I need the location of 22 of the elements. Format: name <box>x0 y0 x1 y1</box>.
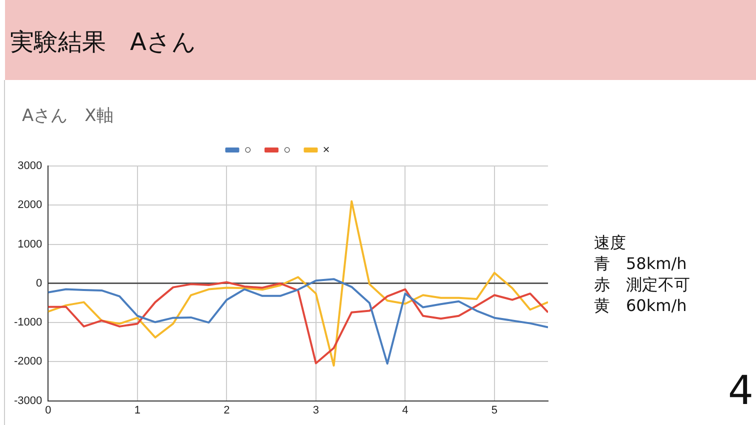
x-tick-label: 5 <box>491 404 498 416</box>
text: 赤 測定不可 <box>594 274 690 295</box>
chart-title: 実験結果 Aさん <box>10 27 196 58</box>
y-tick-label: -2000 <box>14 356 42 368</box>
chart-subtitle: Aさん X軸 <box>22 105 114 127</box>
legend-label: ○ <box>283 142 291 156</box>
x-tick-label: 3 <box>312 404 319 416</box>
y-tick-label: 3000 <box>18 160 42 172</box>
y-tick-label: 2000 <box>18 199 42 212</box>
text: 速度 <box>594 232 627 253</box>
y-tick-label: 0 <box>36 277 42 290</box>
text: 黄 60km/h <box>594 295 688 316</box>
legend-label: × <box>322 142 330 156</box>
y-tick-label: -3000 <box>14 394 42 407</box>
x-tick-label: 1 <box>134 404 140 416</box>
x-tick-label: 4 <box>402 404 408 416</box>
y-tick-label: -1000 <box>14 316 42 329</box>
x-tick-label: 0 <box>45 404 52 416</box>
x-tick-label: 2 <box>224 404 230 416</box>
legend-label: ○ <box>244 142 252 156</box>
y-tick-label: 1000 <box>18 238 42 250</box>
text: 青 58km/h <box>594 253 688 274</box>
